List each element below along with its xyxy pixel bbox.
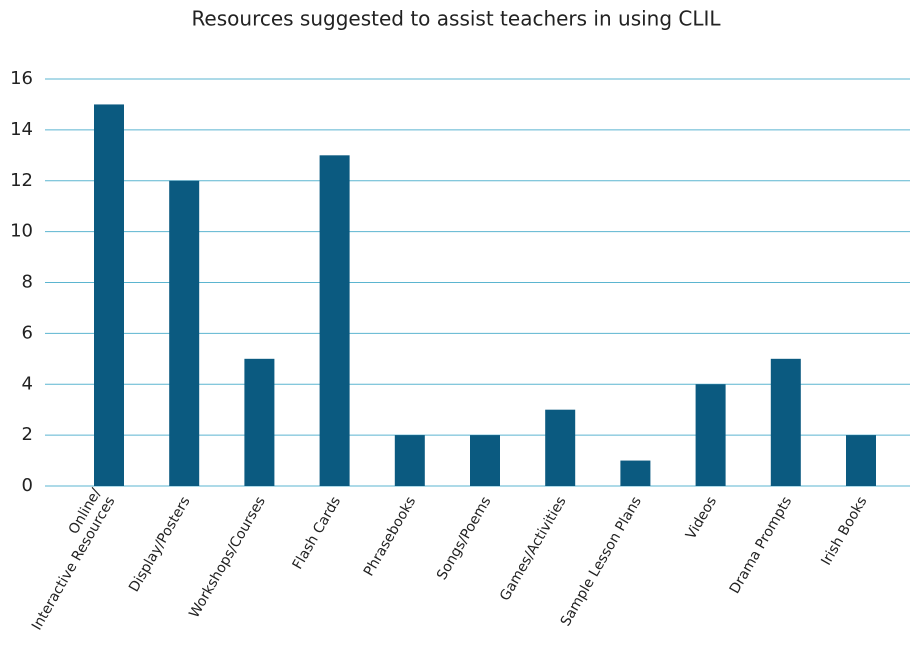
y-tick-label: 10 [10,221,33,242]
x-tick-label: Phrasebooks [361,494,419,579]
x-tick-label: Sample Lesson Plans [558,494,645,629]
y-tick-label: 14 [10,119,33,140]
y-tick-label: 16 [10,68,33,89]
y-tick-label: 0 [22,475,33,496]
x-tick-label: Irish Books [818,494,870,568]
x-tick-label: Games/Activities [497,494,570,604]
y-tick-label: 2 [22,424,33,445]
y-tick-label: 8 [22,272,33,293]
bar [394,435,425,486]
bar [470,435,500,486]
x-tick-label: Flash Cards [290,494,344,572]
x-tick-label: Display/Posters [126,494,193,595]
bar [620,460,651,486]
bar [695,384,726,486]
bar [770,358,801,486]
x-tick-label: Online/Interactive Resources [15,486,119,633]
bar [244,358,275,486]
x-tick-label: Workshops/Courses [186,494,268,621]
y-tick-label: 12 [10,170,33,191]
x-tick-label: Songs/Poems [434,494,494,583]
bar [545,409,576,486]
bar [94,104,124,486]
bar [169,180,200,486]
y-tick-label: 6 [22,322,33,343]
y-tick-label: 4 [22,373,33,394]
x-tick-label: Drama Prompts [727,494,796,597]
x-tick-label: Videos [683,494,720,542]
chart-title: Resources suggested to assist teachers i… [191,7,721,31]
bar [846,435,876,486]
bar [319,155,350,486]
